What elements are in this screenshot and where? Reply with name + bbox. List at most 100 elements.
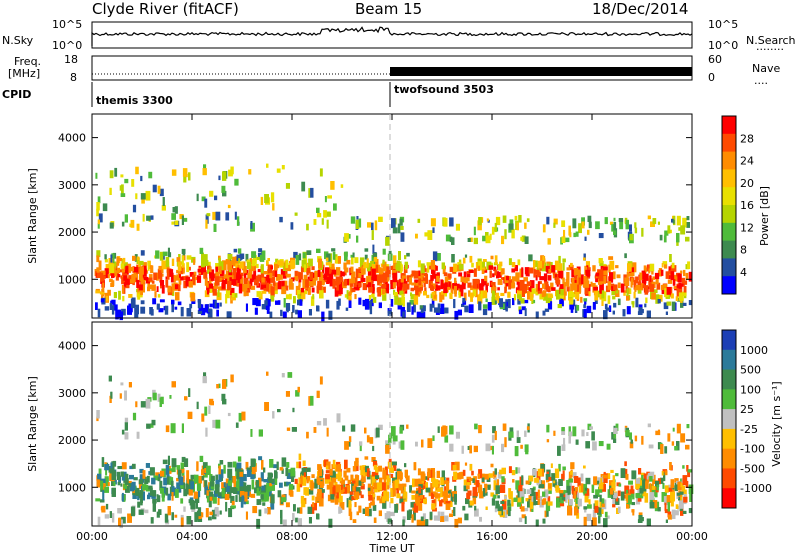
data-cell [424, 273, 427, 277]
data-cell [585, 269, 591, 277]
data-cell [212, 211, 217, 220]
data-cell [209, 288, 213, 293]
data-cell [504, 495, 507, 500]
data-cell [497, 487, 503, 493]
data-cell [501, 235, 505, 245]
data-cell [594, 500, 599, 507]
data-cell [235, 422, 239, 428]
data-cell [334, 287, 339, 297]
data-cell [260, 264, 264, 274]
data-cell [664, 263, 668, 269]
data-cell [240, 499, 244, 508]
data-cell [490, 463, 494, 468]
data-cell [447, 286, 451, 290]
data-cell [269, 311, 273, 318]
data-cell [156, 286, 159, 292]
data-cell [298, 453, 302, 461]
data-cell [654, 480, 660, 488]
data-cell [634, 287, 637, 292]
data-cell [606, 473, 611, 480]
data-cell [516, 222, 519, 231]
data-cell [579, 284, 582, 293]
data-cell [447, 494, 451, 498]
data-cell [594, 291, 599, 301]
data-cell [164, 305, 169, 315]
data-cell [632, 492, 635, 500]
data-cell [261, 277, 265, 283]
data-cell [539, 484, 545, 489]
data-cell [491, 290, 496, 298]
data-cell [520, 298, 525, 304]
data-cell [500, 292, 505, 296]
data-cell [376, 274, 382, 283]
data-cell [132, 463, 136, 469]
data-cell [392, 463, 397, 471]
data-cell [348, 503, 352, 508]
data-cell [310, 187, 314, 198]
data-cell [486, 218, 489, 222]
data-cell [121, 184, 124, 195]
data-cell [274, 269, 278, 277]
data-cell [517, 467, 521, 474]
data-cell [631, 509, 635, 513]
data-cell [151, 284, 156, 291]
data-cell [353, 479, 359, 487]
data-cell [121, 462, 127, 470]
data-cell [567, 505, 572, 516]
data-cell [439, 292, 443, 303]
data-cell [543, 273, 548, 282]
data-cell [249, 466, 253, 473]
data-cell [255, 480, 260, 488]
colorbar-tick-label: 100 [740, 383, 761, 396]
data-cell [262, 502, 266, 506]
data-cell [370, 274, 374, 284]
data-cell [250, 429, 253, 437]
data-cell [655, 294, 660, 304]
data-cell [165, 487, 169, 496]
data-cell [528, 267, 534, 274]
data-cell [339, 287, 343, 295]
data-cell [260, 494, 264, 500]
data-cell [367, 222, 372, 228]
data-cell [468, 290, 471, 297]
data-cell [247, 280, 250, 289]
data-cell [200, 307, 206, 316]
data-cell [162, 459, 168, 465]
data-cell [528, 254, 533, 262]
data-cell [575, 487, 578, 492]
xtick-label: 16:00 [476, 530, 508, 543]
data-cell [508, 258, 512, 266]
data-cell [394, 296, 398, 305]
data-cell [102, 203, 108, 212]
data-cell [617, 490, 621, 497]
data-cell [585, 261, 590, 270]
data-cell [147, 475, 150, 483]
data-cell [259, 254, 265, 262]
data-cell [132, 490, 135, 494]
data-cell [125, 473, 128, 479]
data-cell [217, 286, 223, 291]
data-cell [331, 269, 337, 275]
data-cell [250, 221, 253, 229]
data-cell [440, 487, 444, 498]
data-cell [434, 492, 438, 499]
data-cell [663, 235, 667, 243]
data-cell [479, 491, 484, 499]
data-cell [449, 513, 453, 517]
data-cell [620, 468, 626, 478]
data-cell [270, 277, 275, 283]
data-cell [354, 461, 359, 467]
data-cell [441, 262, 445, 270]
data-cell [396, 486, 399, 494]
data-cell [96, 480, 100, 488]
data-cell [140, 277, 144, 286]
data-cell [352, 277, 356, 283]
data-cell [274, 282, 278, 291]
data-cell [285, 467, 289, 477]
data-cell [599, 260, 604, 267]
data-cell [120, 483, 123, 487]
data-cell [344, 459, 348, 470]
data-cell [556, 289, 561, 300]
data-cell [638, 307, 643, 315]
data-cell [588, 221, 592, 229]
